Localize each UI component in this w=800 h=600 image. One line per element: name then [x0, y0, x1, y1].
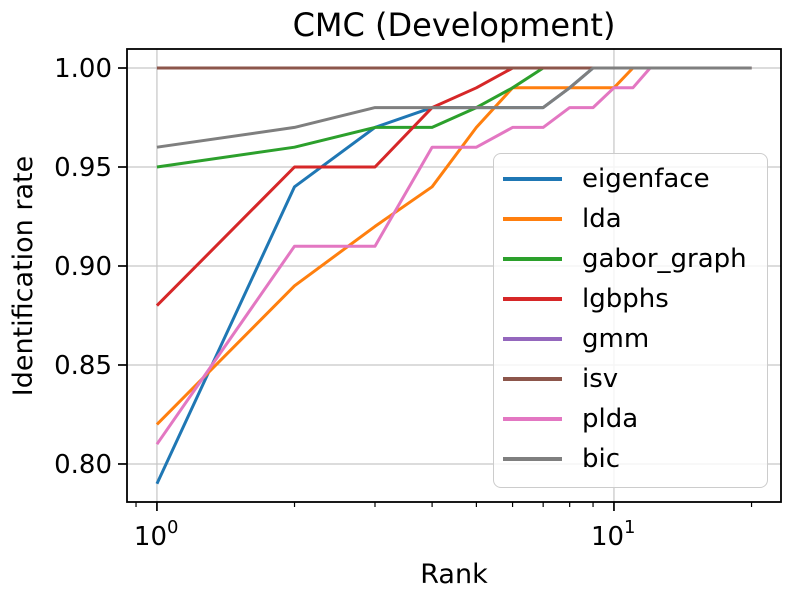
legend-item-lgbphs: lgbphs: [494, 279, 767, 319]
legend-label-eigenface: eigenface: [582, 164, 710, 194]
legend-label-isv: isv: [582, 364, 619, 394]
axes-spines: [126, 48, 782, 503]
legend-line-swatch-lgbphs: [503, 297, 562, 301]
legend-label-gabor_graph: gabor_graph: [582, 244, 747, 274]
legend-line-swatch-lda: [503, 217, 562, 221]
tick-labels: 0.80 0.85 0.90 0.95 1.00 100 101: [54, 54, 635, 552]
legend-item-gmm: gmm: [494, 319, 767, 359]
legend-label-lda: lda: [582, 204, 622, 234]
chart-title: CMC (Development): [293, 6, 616, 44]
legend-line-swatch-gmm: [503, 337, 562, 341]
legend-item-gabor_graph: gabor_graph: [494, 239, 767, 279]
legend-label-bic: bic: [582, 444, 621, 474]
legend-item-isv: isv: [494, 359, 767, 399]
x-axis-label: Rank: [420, 559, 488, 590]
legend-line-swatch-plda: [503, 417, 562, 421]
legend-item-bic: bic: [494, 439, 767, 479]
legend-label-lgbphs: lgbphs: [582, 284, 669, 314]
x-tick-label: 101: [591, 517, 636, 552]
legend-label-plda: plda: [582, 404, 639, 434]
legend-item-plda: plda: [494, 399, 767, 439]
legend-line-swatch-bic: [503, 457, 562, 461]
legend-item-eigenface: eigenface: [494, 159, 767, 199]
y-tick-label: 0.95: [54, 153, 112, 183]
series-line-bic: [156, 66, 752, 149]
axis-ticks: [118, 67, 753, 511]
y-axis-label: Identification rate: [8, 156, 39, 396]
data-series: [155, 66, 752, 485]
legend-item-lda: lda: [494, 199, 767, 239]
legend-line-swatch-gabor_graph: [503, 257, 562, 261]
y-tick-label: 0.80: [54, 450, 112, 480]
y-tick-label: 0.85: [54, 351, 112, 381]
y-tick-label: 1.00: [54, 54, 112, 84]
x-tick-label: 100: [134, 517, 179, 552]
legend-label-gmm: gmm: [582, 324, 650, 354]
y-tick-label: 0.90: [54, 252, 112, 282]
legend-line-swatch-eigenface: [503, 177, 562, 181]
plot-border: [126, 48, 782, 503]
legend-line-swatch-isv: [503, 377, 562, 381]
